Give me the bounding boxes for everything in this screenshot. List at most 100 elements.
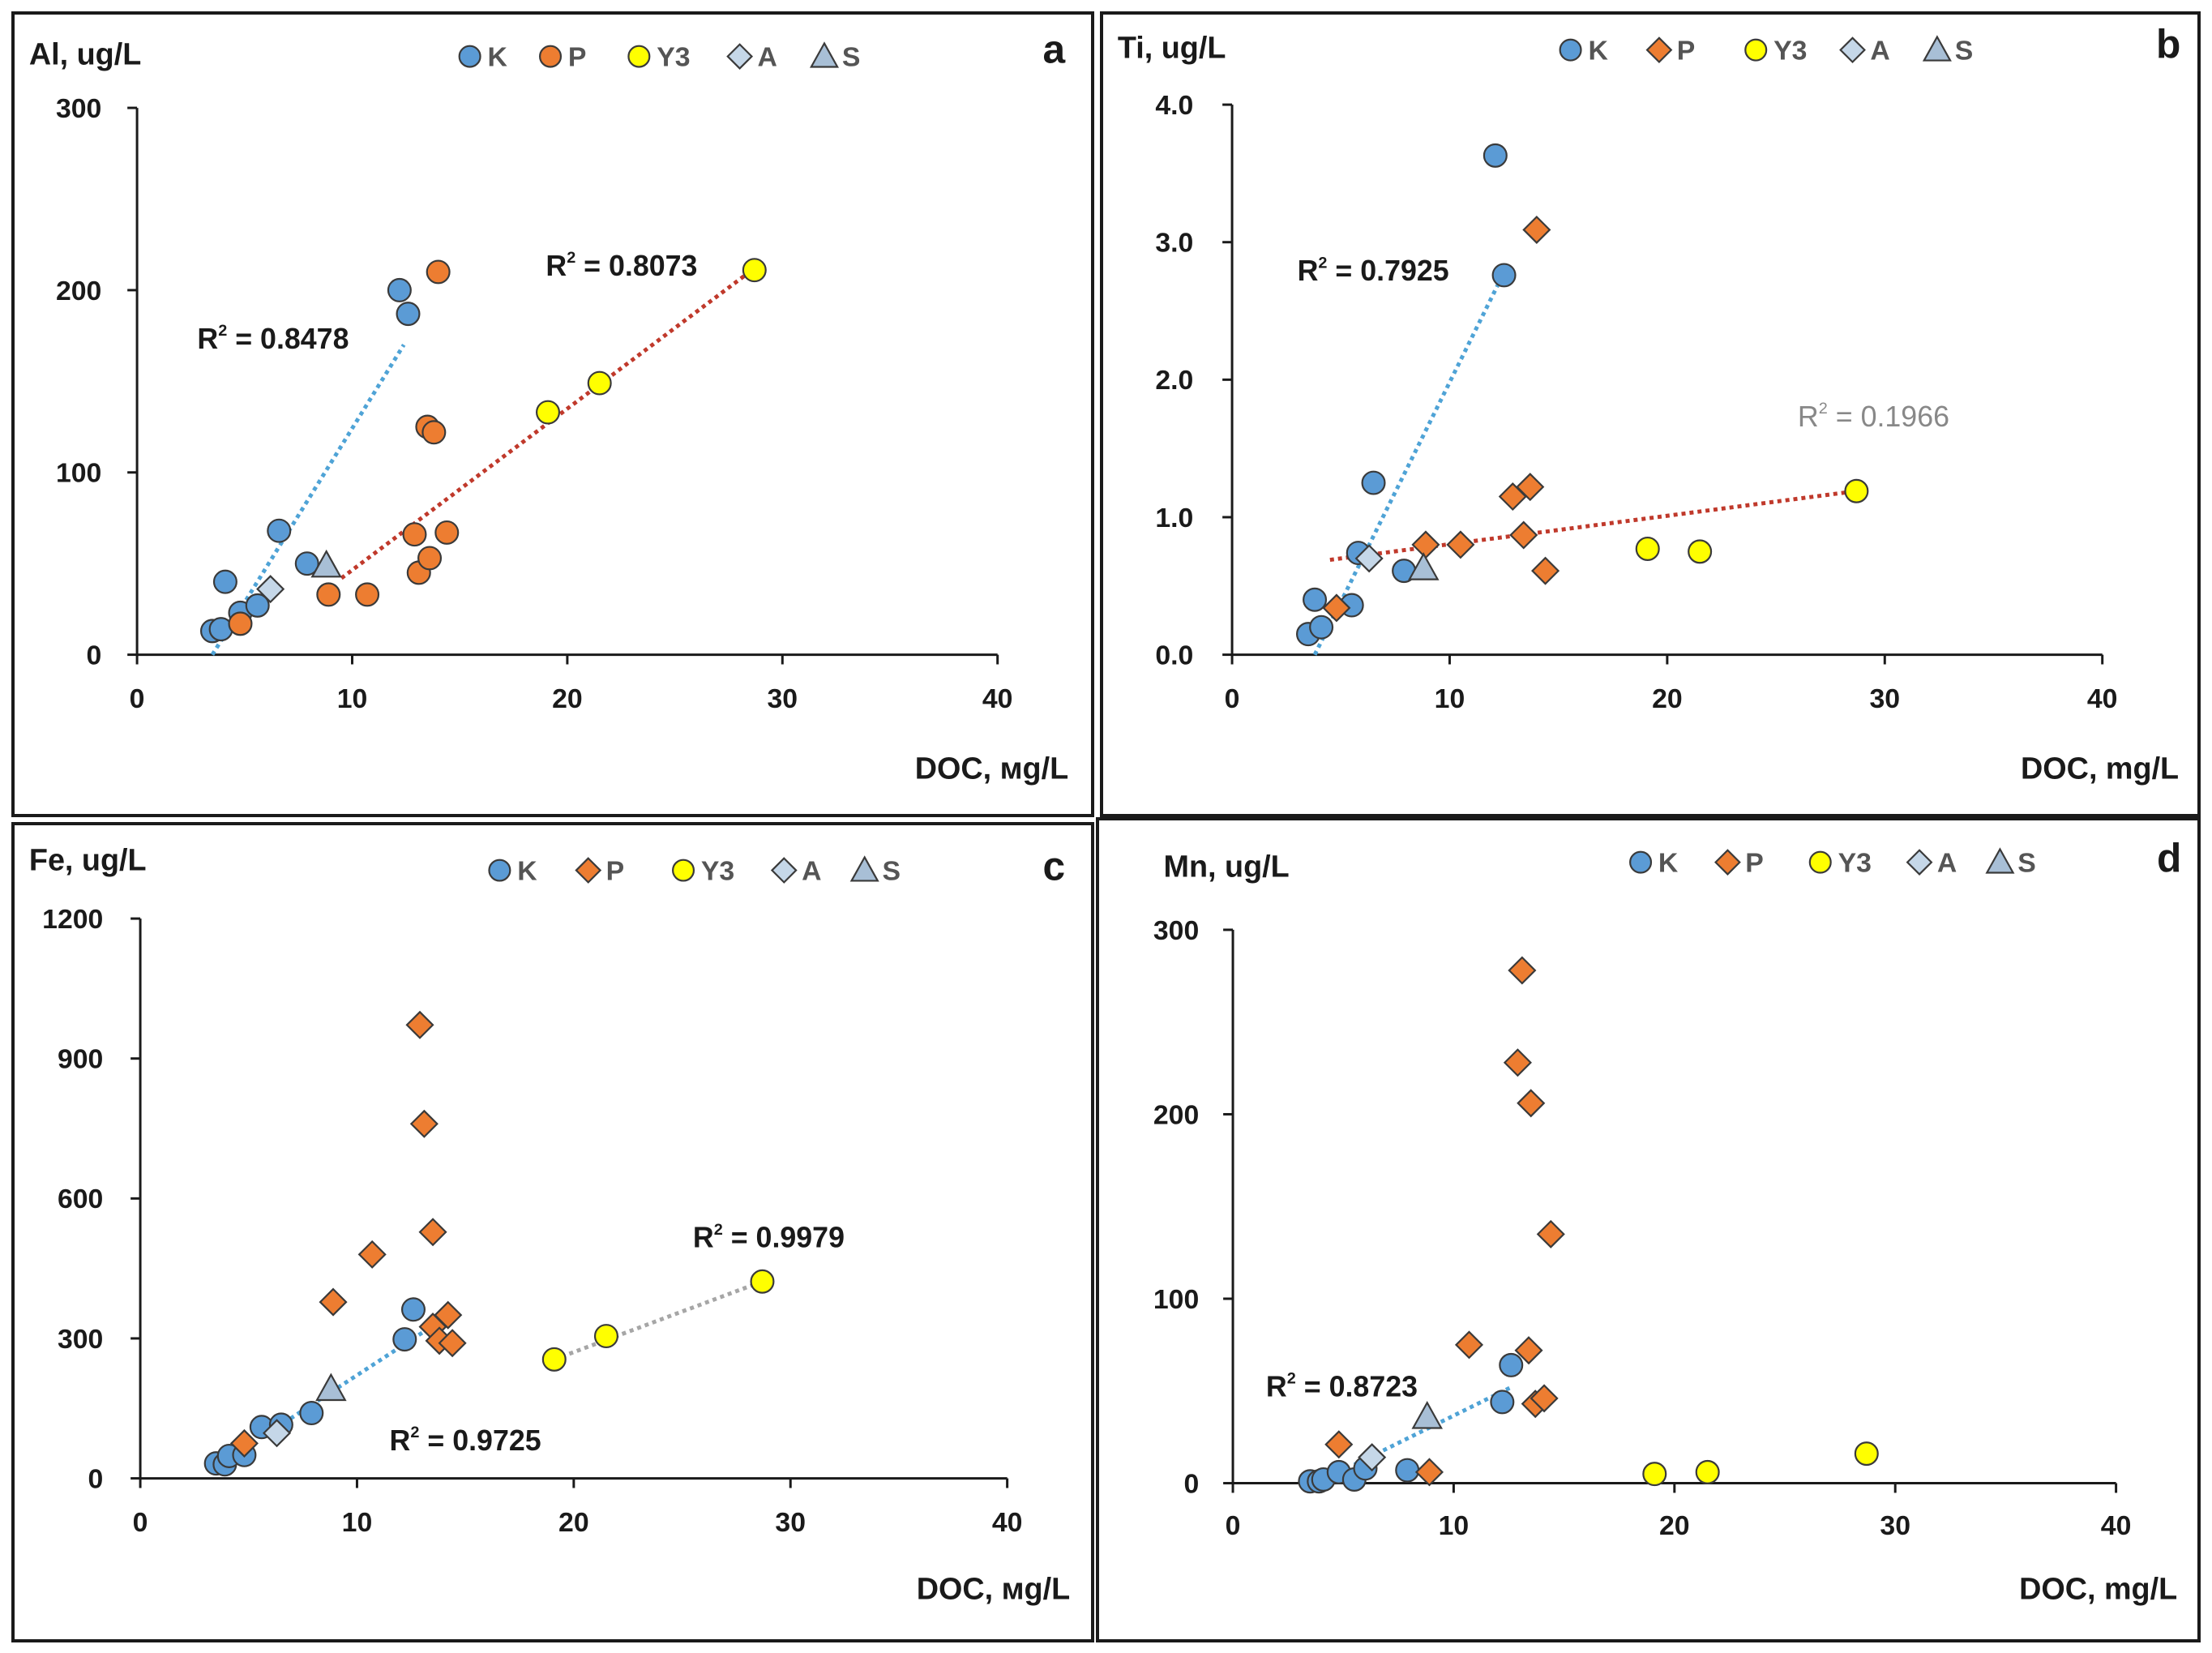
r2-value: = 0.8478 (227, 323, 349, 355)
y-tick-label: 0.0 (1155, 640, 1193, 671)
series-s (310, 549, 342, 578)
data-point (1514, 1336, 1543, 1365)
legend-label: S (842, 42, 861, 73)
legend-label: P (606, 855, 625, 886)
legend-label: K (1588, 36, 1608, 66)
legend-marker-k (458, 45, 481, 68)
data-point (245, 593, 270, 618)
data-point (1503, 1048, 1532, 1077)
y-tick-label: 200 (56, 276, 101, 306)
data-point (316, 582, 341, 607)
series-a (1354, 544, 1384, 573)
legend-item-p: P (1714, 848, 1764, 879)
legend-label: P (568, 42, 587, 73)
data-point (1522, 215, 1551, 244)
data-point (1854, 1441, 1879, 1467)
r2-superscript: 2 (410, 1424, 419, 1441)
data-point (434, 1300, 463, 1330)
legend-marker-s (1922, 35, 1952, 62)
data-point (229, 1428, 259, 1458)
legend-marker-k (1629, 850, 1653, 874)
r2-value: = 0.9725 (419, 1424, 541, 1457)
data-point (750, 1269, 775, 1294)
data-point (1322, 593, 1351, 623)
chart-panel-d: 0 100 200 300 0 10 20 30 40 Mn, ug/L DOC, mg/L d K P Y… (1096, 817, 2201, 1642)
legend-item-s: S (849, 855, 901, 886)
data-point (400, 1297, 426, 1322)
y-axis-label: Al, ug/L (29, 37, 141, 71)
legend-label: P (1745, 848, 1764, 879)
y-tick-label: 300 (58, 1324, 103, 1355)
data-point (1411, 1401, 1443, 1429)
panel-letter: c (1042, 844, 1065, 889)
y-tick-label: 4.0 (1155, 90, 1193, 121)
legend-label: Y3 (1838, 848, 1872, 879)
y-tick-label: 600 (58, 1184, 103, 1214)
y-tick-label: 1200 (42, 904, 103, 935)
data-point (418, 1218, 447, 1247)
panel-letter: a (1042, 27, 1065, 72)
x-tick-label: 10 (1439, 1510, 1470, 1541)
legend-label: Y3 (657, 42, 690, 73)
r2-base: R (693, 1222, 714, 1254)
r2-superscript: 2 (567, 249, 575, 267)
data-point (1516, 473, 1545, 502)
data-point (212, 569, 237, 594)
legend-item-y3: Y3 (1744, 36, 1807, 66)
legend-label: A (1937, 848, 1957, 879)
data-point (1491, 263, 1517, 288)
r2-label: R2 = 0.8478 (197, 322, 349, 355)
x-tick-label: 0 (1225, 683, 1240, 714)
trendline (1312, 271, 1506, 656)
chart-b-svg: 0.0 1.0 2.0 3.0 4.0 0 10 20 30 40 Ti, ug/L DOC, mg/… (1118, 22, 2180, 786)
x-tick-label: 40 (2087, 683, 2118, 714)
series-k (1298, 1352, 1524, 1494)
legend-item-a: A (770, 855, 822, 886)
y-tick-label: 0 (1183, 1468, 1199, 1499)
x-tick-label: 0 (130, 683, 145, 714)
data-point (1635, 537, 1660, 561)
legend-item-p: P (575, 855, 625, 886)
legend-marker-y3 (627, 45, 651, 68)
r2-label: R2 = 0.1966 (1798, 400, 1949, 433)
series-y3 (541, 1269, 775, 1372)
data-point (1844, 478, 1869, 503)
data-point (1483, 143, 1508, 168)
legend-item-y3: Y3 (627, 42, 691, 73)
legend-marker-s (1985, 847, 2015, 874)
data-point (315, 1373, 347, 1402)
chart-a-svg: 0 100 200 300 0 10 20 30 40 Al, ug/L DOC, мg/L a K P Y… (29, 27, 1068, 786)
legend-marker-y3 (672, 859, 695, 882)
data-point (742, 258, 767, 283)
r2-superscript: 2 (1819, 400, 1828, 418)
x-tick-label: 30 (768, 683, 798, 714)
data-point (426, 259, 451, 285)
x-axis-label: DOC, mg/L (2021, 751, 2179, 785)
legend-marker-a (1839, 36, 1866, 64)
legend-item-y3: Y3 (672, 855, 734, 886)
series-s (1411, 1401, 1443, 1429)
data-point (434, 520, 460, 545)
legend-label: Y3 (701, 855, 734, 886)
x-axis-label: DOC, мg/L (915, 751, 1068, 785)
data-point (1642, 1462, 1667, 1487)
x-tick-label: 40 (982, 683, 1013, 714)
legend-item-k: K (1559, 36, 1608, 66)
data-point (256, 575, 285, 604)
x-tick-label: 0 (133, 1507, 148, 1538)
x-tick-label: 20 (1652, 683, 1683, 714)
chart-c-svg: 0 300 600 900 1200 0 10 20 30 40 Fe, ug/L DOC, мg/L… (29, 843, 1070, 1606)
trendline (553, 1279, 764, 1362)
data-point (1303, 587, 1328, 612)
data-point (387, 277, 412, 302)
y-tick-label: 300 (56, 93, 101, 124)
legend-label: K (487, 42, 507, 73)
data-point (1395, 1458, 1420, 1483)
legend-marker-a (726, 43, 754, 70)
x-axis-label: DOC, mg/L (2019, 1571, 2177, 1605)
data-point (1354, 544, 1384, 573)
chart-d-svg: 0 100 200 300 0 10 20 30 40 Mn, ug/L DOC, mg/L d K P Y… (1153, 836, 2181, 1606)
data-point (409, 1109, 439, 1138)
data-point (294, 551, 319, 576)
series-y3 (535, 258, 767, 425)
